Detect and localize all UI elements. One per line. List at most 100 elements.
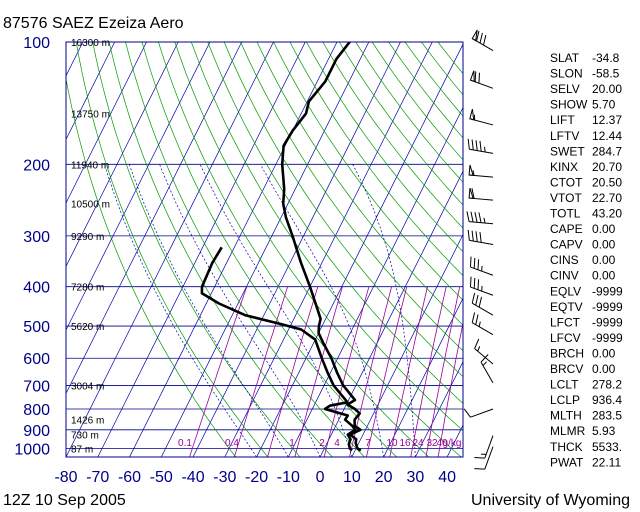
mixing-ratio-label: 1 [289, 438, 295, 449]
isotherm-line [66, 42, 211, 331]
barb-flag [479, 32, 483, 44]
index-value: 5.70 [592, 98, 616, 112]
index-value: 22.70 [592, 191, 622, 205]
index-name: EQTV [550, 300, 583, 314]
wind-barb [469, 256, 494, 276]
index-value: 0.00 [592, 362, 616, 376]
barb-pennant [469, 70, 475, 83]
mixing-ratio-label: 40 [436, 438, 448, 449]
index-value: 12.37 [592, 113, 622, 127]
barb-flag [475, 314, 479, 325]
height-label: 9290 m [71, 232, 104, 243]
barb-flag [463, 408, 471, 418]
height-label: 5620 m [71, 322, 104, 333]
index-value: 278.2 [592, 378, 622, 392]
index-name: THCK [550, 440, 583, 454]
pressure-tick-label: 400 [23, 280, 50, 297]
isotherm-line [415, 361, 463, 457]
index-value: 20.00 [592, 82, 622, 96]
wind-barb [471, 29, 494, 52]
index-value: -9999 [592, 284, 623, 298]
barb-flag [475, 140, 478, 151]
barb-flag [474, 457, 485, 459]
wind-barb [469, 108, 494, 126]
index-name: LFCT [550, 315, 581, 329]
barb-flag [473, 257, 476, 269]
height-label: 1426 m [71, 416, 104, 427]
index-value: 20.50 [592, 175, 622, 189]
wind-barb [463, 408, 494, 418]
wind-barb [474, 435, 494, 459]
temperature-tick-label: 10 [343, 469, 361, 486]
barb-flag [467, 229, 470, 241]
moist-adiabat-line [260, 164, 384, 457]
mixing-ratio-label: 0.1 [178, 438, 192, 449]
dry-adiabat-line [207, 42, 463, 404]
index-value: 284.7 [592, 144, 622, 158]
wind-barb [468, 164, 494, 178]
station-title: 87576 SAEZ Ezeiza Aero [3, 15, 184, 32]
wind-barb [468, 187, 494, 201]
index-name: BRCH [550, 346, 584, 360]
barb-flag [477, 259, 480, 270]
index-name: KINX [550, 160, 578, 174]
dry-adiabat-line [174, 42, 462, 457]
barb-flag [471, 188, 475, 199]
temperature-tick-label: 0 [316, 469, 325, 486]
dry-adiabat-line [92, 42, 301, 457]
dry-adiabat-line [75, 42, 269, 457]
index-value: -9999 [592, 331, 623, 345]
dry-adiabat-line [66, 77, 236, 457]
wind-barb [467, 229, 494, 246]
mixing-ratio-label: 4 [334, 438, 340, 449]
mixing-ratio-line [267, 286, 319, 457]
barb-flag [474, 338, 480, 349]
index-name: CINS [550, 253, 579, 267]
isotherm-line [66, 42, 147, 204]
pressure-tick-label: 600 [23, 351, 50, 368]
wind-barb [474, 338, 494, 365]
barb-flag [482, 34, 487, 46]
dry-adiabat-line [306, 42, 463, 253]
index-value: -9999 [592, 300, 623, 314]
barb-half-flag [483, 217, 486, 224]
wind-barb [471, 292, 494, 316]
index-name: SWET [550, 144, 585, 158]
index-name: TOTL [550, 207, 581, 221]
barb-flag [469, 256, 472, 268]
dry-adiabat-line [223, 42, 463, 378]
barb-flag [477, 279, 480, 290]
temperature-trace [280, 42, 362, 452]
isotherm-line [97, 42, 306, 457]
isotherm-line [66, 42, 243, 395]
index-value: 12.44 [592, 129, 622, 143]
barb-flag [469, 276, 472, 288]
index-value: -34.8 [592, 51, 620, 65]
sounding-traces [200, 42, 362, 452]
barb-half-flag [478, 321, 481, 327]
index-name: LCLP [550, 393, 580, 407]
barb-pennant [469, 108, 475, 121]
temperature-tick-label: -50 [150, 469, 173, 486]
mixing-ratio-line [189, 286, 248, 457]
dry-adiabat-line [322, 42, 463, 229]
stability-indices: SLAT -34.8 SLON -58.5 SELV 20.00 SHOW 5.70 LIFT 1… [550, 51, 623, 469]
isotherm-line [256, 43, 463, 457]
index-name: MLTH [550, 409, 582, 423]
height-label: 3004 m [71, 381, 104, 392]
pressure-tick-label: 800 [23, 402, 50, 419]
height-label: 87 m [71, 444, 93, 455]
barb-flag [478, 296, 483, 308]
index-name: SHOW [550, 98, 588, 112]
barb-pennant [471, 29, 478, 42]
wind-barb [469, 70, 494, 89]
dewpoint-trace [200, 246, 357, 452]
temperature-tick-label: -30 [213, 469, 236, 486]
barb-flag [478, 72, 481, 84]
barb-flag [479, 140, 482, 152]
index-name: LIFT [550, 113, 575, 127]
mixing-ratio-line [233, 286, 289, 457]
index-name: CAPV [550, 238, 583, 252]
dry-adiabat-line [141, 42, 397, 457]
